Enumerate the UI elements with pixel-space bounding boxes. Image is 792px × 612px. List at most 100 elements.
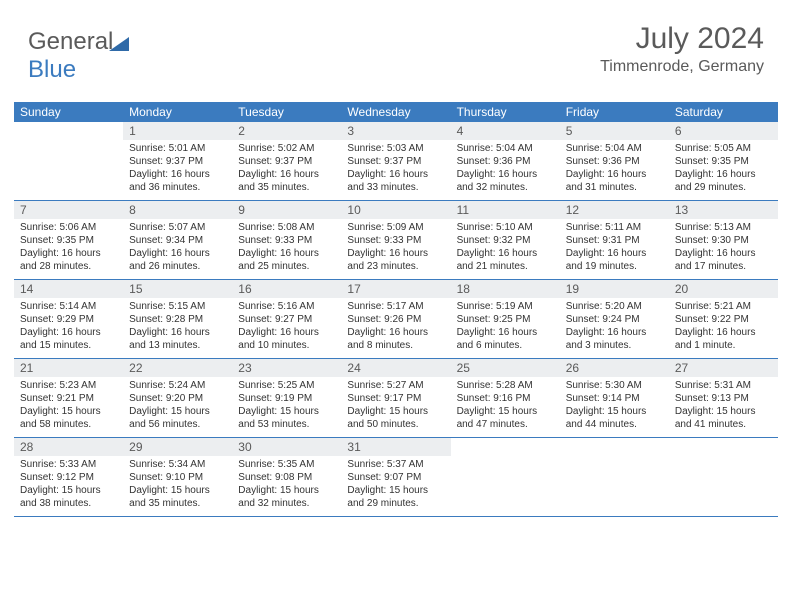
day-content: Sunrise: 5:04 AMSunset: 9:36 PMDaylight:…: [560, 140, 669, 198]
sunrise-text: Sunrise: 5:04 AM: [566, 142, 663, 155]
day-cell: 31Sunrise: 5:37 AMSunset: 9:07 PMDayligh…: [341, 438, 450, 516]
day-number: 26: [560, 359, 669, 377]
day-header: Thursday: [451, 102, 560, 122]
sunrise-text: Sunrise: 5:27 AM: [347, 379, 444, 392]
sunrise-text: Sunrise: 5:08 AM: [238, 221, 335, 234]
logo: General Blue: [28, 28, 129, 84]
day-number: 29: [123, 438, 232, 456]
sunset-text: Sunset: 9:25 PM: [457, 313, 554, 326]
header-right: July 2024 Timmenrode, Germany: [600, 22, 764, 76]
logo-part2: Blue: [28, 56, 76, 83]
sunset-text: Sunset: 9:21 PM: [20, 392, 117, 405]
day-number: 27: [669, 359, 778, 377]
sunrise-text: Sunrise: 5:11 AM: [566, 221, 663, 234]
day-cell: [669, 438, 778, 516]
sunrise-text: Sunrise: 5:03 AM: [347, 142, 444, 155]
day-number: 12: [560, 201, 669, 219]
daylight-text: Daylight: 16 hours and 13 minutes.: [129, 326, 226, 352]
sunrise-text: Sunrise: 5:01 AM: [129, 142, 226, 155]
day-number: 2: [232, 122, 341, 140]
day-cell: 13 Sunrise: 5:13 AMSunset: 9:30 PMDayligh…: [669, 201, 778, 279]
day-cell: 29Sunrise: 5:34 AMSunset: 9:10 PMDayligh…: [123, 438, 232, 516]
sunrise-text: Sunrise: 5:34 AM: [129, 458, 226, 471]
sunset-text: Sunset: 9:30 PM: [675, 234, 772, 247]
day-content: Sunrise: 5:37 AMSunset: 9:07 PMDaylight:…: [341, 456, 450, 514]
sunset-text: Sunset: 9:14 PM: [566, 392, 663, 405]
day-number: 25: [451, 359, 560, 377]
day-content: Sunrise: 5:14 AMSunset: 9:29 PMDaylight:…: [14, 298, 123, 356]
sunset-text: Sunset: 9:35 PM: [675, 155, 772, 168]
sunrise-text: Sunrise: 5:35 AM: [238, 458, 335, 471]
sunrise-text: Sunrise: 5:13 AM: [675, 221, 772, 234]
day-cell: 6Sunrise: 5:05 AMSunset: 9:35 PMDaylight…: [669, 122, 778, 200]
day-number: 11: [451, 201, 560, 219]
sunset-text: Sunset: 9:19 PM: [238, 392, 335, 405]
day-number: 14: [14, 280, 123, 298]
daylight-text: Daylight: 16 hours and 31 minutes.: [566, 168, 663, 194]
day-content: Sunrise: 5:25 AMSunset: 9:19 PMDaylight:…: [232, 377, 341, 435]
day-content: Sunrise: 5:05 AMSunset: 9:35 PMDaylight:…: [669, 140, 778, 198]
day-number: 30: [232, 438, 341, 456]
day-cell: 25Sunrise: 5:28 AMSunset: 9:16 PMDayligh…: [451, 359, 560, 437]
calendar: SundayMondayTuesdayWednesdayThursdayFrid…: [14, 102, 778, 517]
day-cell: [560, 438, 669, 516]
day-content: Sunrise: 5:11 AMSunset: 9:31 PMDaylight:…: [560, 219, 669, 277]
sunset-text: Sunset: 9:20 PM: [129, 392, 226, 405]
day-content: Sunrise: 5:15 AMSunset: 9:28 PMDaylight:…: [123, 298, 232, 356]
day-number: 20: [669, 280, 778, 298]
daylight-text: Daylight: 15 hours and 35 minutes.: [129, 484, 226, 510]
day-cell: 14Sunrise: 5:14 AMSunset: 9:29 PMDayligh…: [14, 280, 123, 358]
sunrise-text: Sunrise: 5:23 AM: [20, 379, 117, 392]
daylight-text: Daylight: 16 hours and 32 minutes.: [457, 168, 554, 194]
week-row: 1Sunrise: 5:01 AMSunset: 9:37 PMDaylight…: [14, 122, 778, 201]
day-header: Sunday: [14, 102, 123, 122]
day-content: Sunrise: 5:23 AMSunset: 9:21 PMDaylight:…: [14, 377, 123, 435]
day-content: Sunrise: 5:16 AMSunset: 9:27 PMDaylight:…: [232, 298, 341, 356]
day-cell: 24Sunrise: 5:27 AMSunset: 9:17 PMDayligh…: [341, 359, 450, 437]
day-number: 13: [669, 201, 778, 219]
day-header: Wednesday: [341, 102, 450, 122]
daylight-text: Daylight: 15 hours and 44 minutes.: [566, 405, 663, 431]
daylight-text: Daylight: 15 hours and 56 minutes.: [129, 405, 226, 431]
daylight-text: Daylight: 16 hours and 15 minutes.: [20, 326, 117, 352]
day-number: 10: [341, 201, 450, 219]
daylight-text: Daylight: 16 hours and 17 minutes.: [675, 247, 772, 273]
day-number: [451, 438, 560, 442]
day-cell: 15Sunrise: 5:15 AMSunset: 9:28 PMDayligh…: [123, 280, 232, 358]
day-cell: 27Sunrise: 5:31 AMSunset: 9:13 PMDayligh…: [669, 359, 778, 437]
sunset-text: Sunset: 9:37 PM: [238, 155, 335, 168]
daylight-text: Daylight: 16 hours and 23 minutes.: [347, 247, 444, 273]
daylight-text: Daylight: 15 hours and 53 minutes.: [238, 405, 335, 431]
day-cell: 19Sunrise: 5:20 AMSunset: 9:24 PMDayligh…: [560, 280, 669, 358]
day-content: Sunrise: 5:27 AMSunset: 9:17 PMDaylight:…: [341, 377, 450, 435]
day-cell: 11Sunrise: 5:10 AMSunset: 9:32 PMDayligh…: [451, 201, 560, 279]
day-content: Sunrise: 5:02 AMSunset: 9:37 PMDaylight:…: [232, 140, 341, 198]
day-content: Sunrise: 5:19 AMSunset: 9:25 PMDaylight:…: [451, 298, 560, 356]
daylight-text: Daylight: 16 hours and 1 minute.: [675, 326, 772, 352]
sunrise-text: Sunrise: 5:24 AM: [129, 379, 226, 392]
sunrise-text: Sunrise: 5:28 AM: [457, 379, 554, 392]
daylight-text: Daylight: 16 hours and 28 minutes.: [20, 247, 117, 273]
week-row: 7Sunrise: 5:06 AMSunset: 9:35 PMDaylight…: [14, 201, 778, 280]
day-number: 16: [232, 280, 341, 298]
daylight-text: Daylight: 16 hours and 25 minutes.: [238, 247, 335, 273]
sunset-text: Sunset: 9:08 PM: [238, 471, 335, 484]
daylight-text: Daylight: 15 hours and 29 minutes.: [347, 484, 444, 510]
sunset-text: Sunset: 9:29 PM: [20, 313, 117, 326]
day-number: 17: [341, 280, 450, 298]
day-header: Saturday: [669, 102, 778, 122]
sunrise-text: Sunrise: 5:15 AM: [129, 300, 226, 313]
day-header: Tuesday: [232, 102, 341, 122]
day-cell: [451, 438, 560, 516]
day-number: 23: [232, 359, 341, 377]
day-content: Sunrise: 5:01 AMSunset: 9:37 PMDaylight:…: [123, 140, 232, 198]
day-number: 7: [14, 201, 123, 219]
daylight-text: Daylight: 15 hours and 38 minutes.: [20, 484, 117, 510]
sunrise-text: Sunrise: 5:33 AM: [20, 458, 117, 471]
day-content: Sunrise: 5:08 AMSunset: 9:33 PMDaylight:…: [232, 219, 341, 277]
daylight-text: Daylight: 15 hours and 47 minutes.: [457, 405, 554, 431]
sunrise-text: Sunrise: 5:16 AM: [238, 300, 335, 313]
day-header-row: SundayMondayTuesdayWednesdayThursdayFrid…: [14, 102, 778, 122]
day-content: Sunrise: 5:03 AMSunset: 9:37 PMDaylight:…: [341, 140, 450, 198]
day-number: [14, 122, 123, 126]
